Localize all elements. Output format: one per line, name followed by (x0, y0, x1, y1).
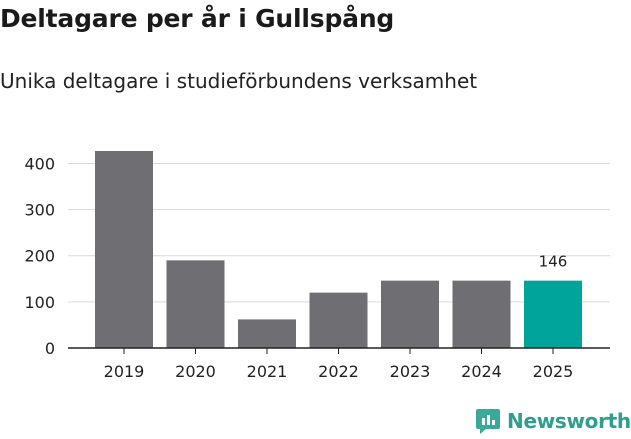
newsworthy-logo-icon (476, 409, 500, 434)
x-tick-label: 2021 (247, 362, 288, 381)
x-tick-label: 2020 (175, 362, 216, 381)
bar-2020 (166, 260, 225, 348)
y-tick-label: 300 (24, 201, 55, 220)
bar-2023 (381, 280, 439, 348)
x-tick-label: 2022 (318, 362, 359, 381)
bar-2022 (309, 292, 368, 348)
bar-2021 (238, 319, 296, 348)
x-tick-label: 2023 (390, 362, 431, 381)
data-label: 146 (539, 253, 568, 271)
x-tick-label: 2025 (533, 362, 574, 381)
chart-title: Deltagare per år i Gullspång (0, 4, 395, 33)
y-tick-label: 0 (45, 339, 55, 358)
x-tick-label: 2024 (461, 362, 502, 381)
newsworthy-logo: Newsworthy (476, 407, 631, 435)
y-tick-label: 400 (24, 154, 55, 173)
y-tick-label: 100 (24, 293, 55, 312)
x-tick-label: 2019 (104, 362, 145, 381)
y-tick-label: 200 (24, 247, 55, 266)
bar-2019 (95, 151, 153, 348)
newsworthy-logo-text: Newsworthy (507, 409, 631, 433)
bar-2025 (524, 280, 582, 348)
chart-subtitle: Unika deltagare i studieförbundens verks… (0, 69, 478, 93)
bar-2024 (452, 280, 511, 348)
